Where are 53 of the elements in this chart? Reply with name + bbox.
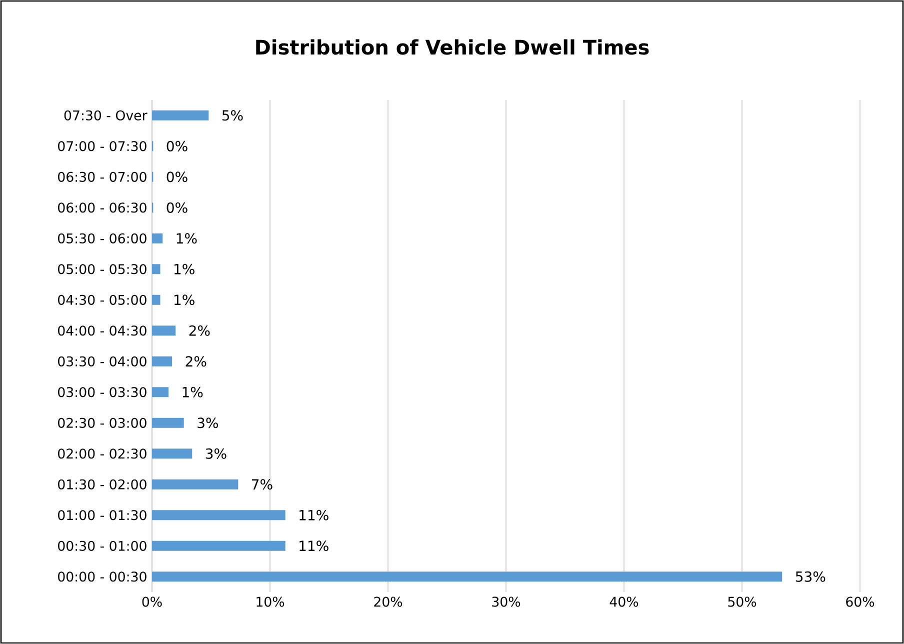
bar [152,448,192,459]
data-label: 5% [222,110,243,121]
bar [152,418,184,428]
data-label: 1% [182,386,203,398]
y-tick-label: 06:30 - 07:00 [58,172,146,182]
data-label: 11% [300,540,328,552]
data-label: 3% [206,448,226,459]
chart-title: Distribution of Vehicle Dwell Times [256,39,649,55]
bar [152,540,286,551]
data-label: 3% [198,418,218,428]
bar [152,510,286,520]
y-tick-label: 04:00 - 04:30 [58,326,146,336]
y-tick-label: 01:30 - 02:00 [58,479,146,490]
bar [152,572,782,582]
x-tick-label: 50% [728,596,756,607]
y-tick-label: 05:30 - 06:00 [58,233,146,244]
y-tick-label: 06:00 - 06:30 [58,202,146,213]
bar [152,264,160,274]
data-label: 1% [174,264,194,274]
bar [152,479,238,490]
x-tick-label: 60% [846,596,874,607]
bar [152,110,209,120]
bar [152,294,160,305]
y-tick-label: 07:00 - 07:30 [58,141,146,152]
data-label: 53% [796,571,826,582]
x-tick-label: 10% [256,596,284,607]
y-tick-label: 01:00 - 01:30 [58,510,146,520]
y-tick-label: 00:00 - 00:30 [58,572,146,582]
y-tick-label: 03:00 - 03:30 [58,387,146,398]
x-tick-label: 40% [610,596,638,607]
data-label: 7% [252,479,272,490]
data-label: 0% [166,140,188,152]
y-tick-label: 02:30 - 03:00 [58,418,146,428]
data-label: 1% [174,294,194,306]
y-tick-label: 03:30 - 04:00 [58,356,146,366]
data-label: 0% [166,172,188,182]
data-label: 2% [189,325,210,336]
bar [152,233,163,244]
y-tick-label: 04:30 - 05:00 [58,294,146,305]
y-tick-label: 05:00 - 05:30 [58,264,146,274]
y-tick-label: 00:30 - 01:00 [58,540,146,551]
bar [152,387,169,398]
data-label: 1% [176,233,197,244]
x-tick-label: 30% [492,596,520,607]
data-label: 11% [300,510,328,520]
data-label: 0% [166,202,188,213]
y-tick-label: 02:00 - 02:30 [58,448,146,459]
x-tick-label: 0% [142,596,162,607]
y-tick-label: 07:30 - Over [64,110,148,120]
data-label: 2% [186,356,206,367]
bar [152,326,176,336]
x-tick-label: 20% [374,596,402,607]
bar [152,356,172,366]
